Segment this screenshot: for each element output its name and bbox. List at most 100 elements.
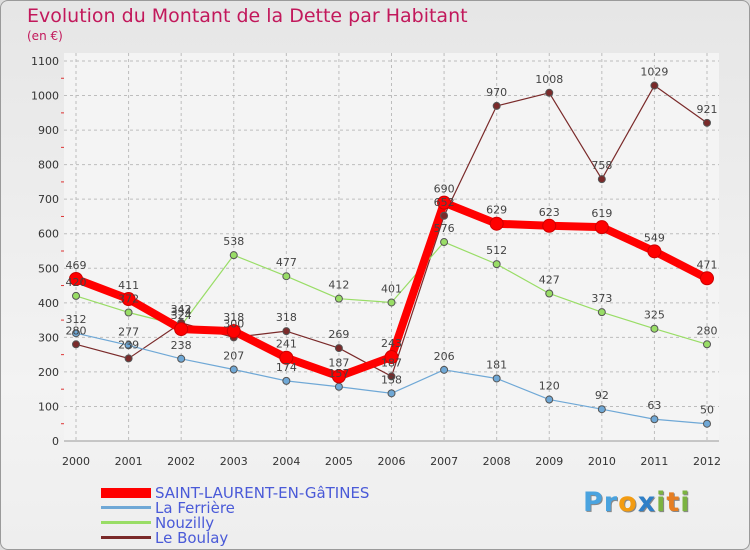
data-point [492,101,501,110]
data-point [650,415,659,424]
x-tick-label: 2007 [430,455,458,468]
data-label: 174 [276,361,297,374]
data-label: 280 [66,324,87,337]
y-tick-label: 200 [38,366,59,379]
data-label: 277 [118,325,139,338]
x-tick-label: 2004 [272,455,300,468]
data-point [387,298,396,307]
data-label: 619 [591,207,612,220]
data-label: 758 [591,159,612,172]
data-point [282,272,291,281]
x-tick-label: 2001 [115,455,143,468]
data-label: 372 [118,292,139,305]
data-label: 324 [171,309,192,322]
data-point [597,405,606,414]
data-label: 652 [434,196,455,209]
x-tick-label: 2008 [483,455,511,468]
data-point [703,419,711,428]
data-label: 471 [697,258,718,271]
data-label: 1029 [640,66,668,79]
legend-label: La Ferrière [155,499,235,517]
data-label: 206 [434,350,455,363]
data-label: 120 [539,380,560,393]
data-point [542,218,557,233]
data-label: 187 [381,356,402,369]
data-label: 50 [700,404,714,417]
data-point [545,395,554,404]
data-point [334,382,343,391]
data-label: 280 [697,324,718,337]
data-label: 207 [223,349,244,362]
data-point [334,294,343,303]
y-tick-label: 1100 [31,55,59,68]
data-point [545,88,554,97]
x-tick-label: 2009 [535,455,563,468]
x-tick-label: 2012 [693,455,721,468]
data-point [334,344,343,353]
data-point [440,365,449,374]
x-tick-label: 2005 [325,455,353,468]
y-tick-label: 0 [52,435,59,448]
unit-label: (en €) [27,29,63,43]
data-label: 629 [486,204,507,217]
x-tick-label: 2003 [220,455,248,468]
y-tick-label: 100 [38,400,59,413]
data-point [72,329,80,338]
data-label: 549 [644,231,665,244]
data-point [384,350,399,365]
data-point [282,327,291,336]
data-point [177,354,186,363]
x-tick-label: 2010 [588,455,616,468]
legend-swatch [101,488,151,498]
data-point [650,81,659,90]
data-point [69,271,83,286]
legend-label: Le Boulay [155,529,229,547]
data-point [492,374,501,383]
data-label: 1008 [535,73,563,86]
data-point [229,365,238,374]
proxiti-logo: Proxiti [583,487,691,518]
data-label: 325 [644,309,665,322]
y-tick-label: 1000 [31,90,59,103]
data-label: 512 [486,244,507,257]
data-label: 538 [223,235,244,248]
data-label: 181 [486,358,507,371]
data-point [124,354,133,363]
y-tick-label: 500 [38,262,59,275]
data-point [647,244,662,259]
data-label: 420 [66,276,87,289]
data-label: 576 [434,222,455,235]
data-label: 318 [223,311,244,324]
y-tick-label: 400 [38,297,59,310]
data-label: 138 [381,373,402,386]
data-label: 342 [171,303,192,316]
chart-title: Evolution du Montant de la Dette par Hab… [27,5,468,27]
data-label: 477 [276,256,297,269]
data-label: 411 [118,279,139,292]
legend-swatch [101,506,151,509]
data-point [121,292,136,307]
data-point [545,289,554,298]
data-label: 401 [381,282,402,295]
data-label: 623 [539,206,560,219]
data-label: 412 [328,279,349,292]
data-label: 239 [118,338,139,351]
data-point [72,340,80,349]
data-label: 427 [539,273,560,286]
data-label: 921 [697,103,718,116]
legend-label: SAINT-LAURENT-EN-GâTINES [155,484,370,502]
data-label: 469 [66,259,87,272]
y-tick-label: 300 [38,331,59,344]
data-point [279,350,294,365]
data-point [597,308,606,317]
x-tick-label: 2011 [640,455,668,468]
data-label: 318 [276,311,297,324]
data-label: 312 [66,313,87,326]
data-point [440,238,449,247]
data-point [594,220,609,235]
data-point [226,324,241,339]
y-tick-label: 700 [38,193,59,206]
data-point [282,376,291,385]
y-tick-label: 900 [38,124,59,137]
